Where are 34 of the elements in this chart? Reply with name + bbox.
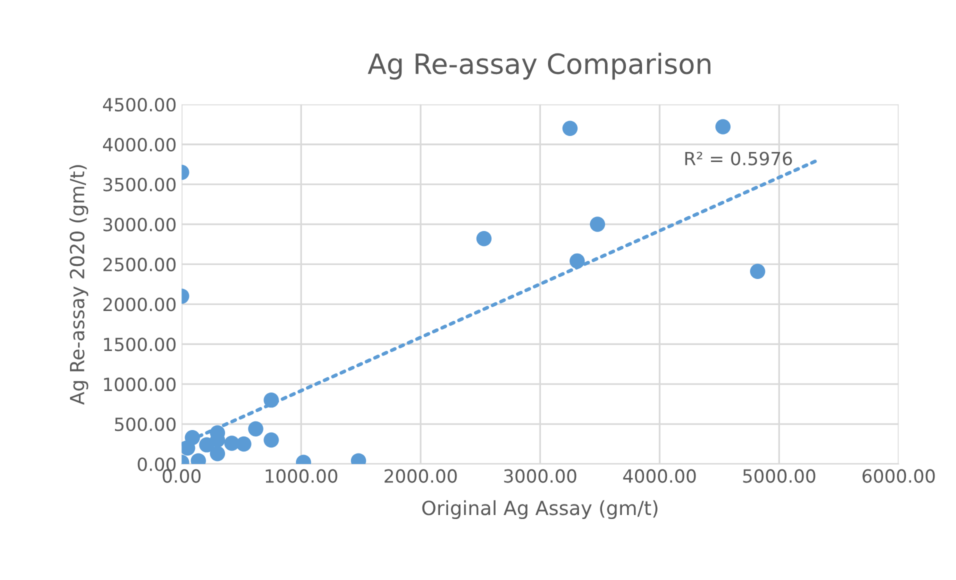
y-tick-label: 4500.00 [102,98,176,112]
y-tick-label: 500.00 [114,418,176,432]
y-tick-label: 1500.00 [104,338,176,352]
y-tick-label: 3000.00 [103,218,176,232]
y-tick-label: 0.00 [138,457,176,472]
y-tick-label: 4000.00 [102,138,176,152]
point [248,421,264,436]
point [224,436,240,451]
y-tick-label: 1000.00 [104,378,176,392]
point [750,264,766,280]
x-tick-label: 6000.00 [862,469,935,483]
x-tick-label: 5000.00 [743,469,816,483]
chart-title: Ag Re-assay Comparison [368,52,710,80]
x-tick-label: 4000.00 [623,469,696,483]
y-tick-label: 2500.00 [103,258,176,272]
annotation: R² = 0.5976 [685,152,792,166]
point [476,231,492,246]
point [199,437,214,452]
x-axis-title: Original Ag Assay (gm/t) [422,500,658,520]
y-axis-title: Ag Re-assay 2020 (gm/t) [69,165,88,405]
y-tick-label: 3500.00 [103,178,176,192]
x-tick-label: 2000.00 [384,469,457,483]
point [715,119,731,134]
point [264,432,279,448]
point [562,120,578,136]
x-tick-label: 3000.00 [504,469,576,483]
x-tick-label: 0.00 [162,469,201,483]
x-tick-label: 1000.00 [266,469,338,483]
y-tick-label: 2000.00 [103,298,176,312]
point [264,392,279,408]
point [210,446,226,462]
point [570,253,585,269]
point [590,216,606,232]
point [182,440,196,456]
